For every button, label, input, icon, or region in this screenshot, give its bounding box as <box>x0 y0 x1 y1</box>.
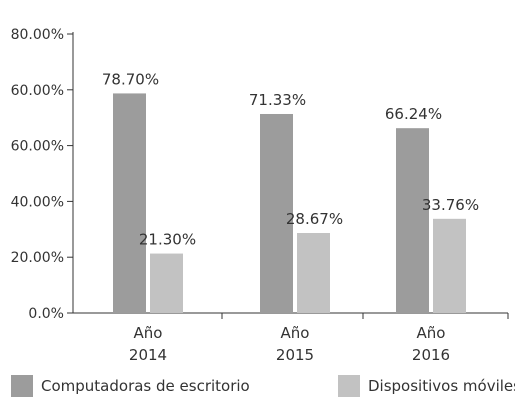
data-label: 21.30% <box>139 231 196 249</box>
legend-item-mobile: Dispositivos móviles <box>338 372 515 400</box>
x-tick-label: 2016 <box>412 346 450 364</box>
legend-swatch-desktop <box>11 375 33 397</box>
bar-mobile <box>433 218 466 313</box>
legend-swatch-mobile <box>338 375 360 397</box>
y-tick-label: 60.00% <box>11 139 64 155</box>
bar-desktop <box>260 113 293 313</box>
data-label: 33.76% <box>422 196 479 214</box>
legend-label-mobile: Dispositivos móviles <box>368 377 515 395</box>
data-label: 78.70% <box>102 70 159 88</box>
x-tick-label: Año <box>281 324 310 342</box>
bar-mobile <box>150 253 183 313</box>
y-tick-label: 20.00% <box>11 250 64 266</box>
y-tick-label: 60.00% <box>11 83 64 99</box>
legend-item-desktop: Computadoras de escritorio <box>11 372 250 400</box>
bar-mobile <box>297 233 330 313</box>
x-tick-label: 2015 <box>276 346 314 364</box>
bar-desktop <box>113 93 146 313</box>
data-label: 71.33% <box>249 91 306 109</box>
x-tick-label: Año <box>134 324 163 342</box>
x-tick-label: 2014 <box>129 346 167 364</box>
y-tick-label: 40.00% <box>11 194 64 210</box>
y-tick-label: 0.0% <box>28 306 64 322</box>
data-label: 28.67% <box>286 210 343 228</box>
data-label: 66.24% <box>385 105 442 123</box>
y-tick-label: 80.00% <box>11 27 64 43</box>
x-tick-label: Año <box>417 324 446 342</box>
legend-label-desktop: Computadoras de escritorio <box>41 377 250 395</box>
bar-desktop <box>396 128 429 313</box>
